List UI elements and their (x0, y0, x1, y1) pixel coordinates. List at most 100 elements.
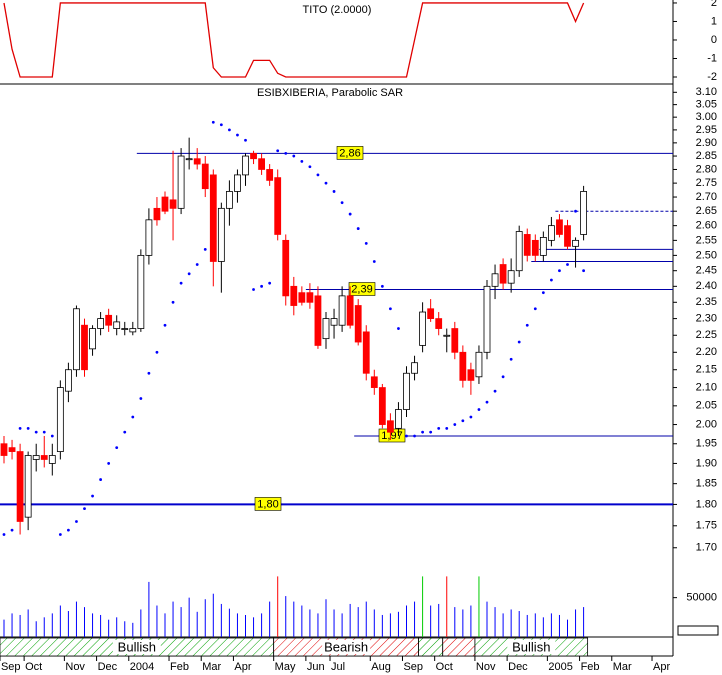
sar-dot (99, 478, 102, 481)
sar-dot (364, 241, 368, 245)
x-tick-label: 2004 (130, 661, 154, 673)
candle-body (242, 155, 249, 176)
x-tick-label: Mar (613, 661, 632, 673)
y-tick-label: 2.70 (696, 191, 717, 203)
indicator-title: TITO (2.0000) (303, 4, 372, 16)
sar-dot (155, 350, 159, 354)
x-tick-label: Nov (476, 661, 496, 673)
x-tick-label: Apr (653, 661, 670, 673)
candle-body (539, 237, 547, 256)
y-tick-label: 3.00 (696, 111, 717, 123)
level-label-bg (336, 146, 364, 160)
candle-body (161, 196, 169, 212)
sar-dot (171, 300, 175, 304)
sar-dot (219, 123, 223, 127)
candle-body (435, 318, 443, 329)
candle-body (531, 239, 539, 256)
candle-body (572, 239, 579, 247)
y-tick-label: 1.95 (696, 438, 717, 450)
sar-dot (324, 181, 328, 185)
y-tick-label: 3.05 (696, 99, 717, 111)
candle-body (65, 369, 72, 392)
sar-dot (493, 389, 497, 393)
candle-body (217, 207, 225, 262)
y-tick-label: -2 (707, 71, 717, 83)
y-tick-label: 2.55 (696, 234, 717, 246)
candle-body (56, 387, 64, 452)
x-tick-label: Feb (581, 661, 600, 673)
band-label-bg (322, 640, 371, 654)
sar-dot (292, 154, 296, 158)
sar-dot (485, 400, 489, 404)
x-tick-label: May (275, 661, 296, 673)
candle-body (403, 372, 410, 410)
candle-body (419, 311, 427, 346)
sar-dot (453, 423, 457, 426)
y-tick-label: 2.35 (696, 296, 717, 308)
x-tick-label: Oct (436, 661, 453, 673)
y-tick-label: 1 (711, 15, 717, 27)
sar-dot (179, 281, 183, 285)
x-tick-label: Mar (202, 661, 221, 673)
sar-dot (477, 408, 481, 411)
sar-dot (550, 278, 553, 282)
sar-dot (445, 426, 449, 430)
sar-dot (356, 227, 360, 230)
sar-dot (332, 190, 336, 193)
sar-dot (252, 288, 255, 291)
sar-dot (276, 149, 280, 153)
sar-dot (139, 397, 143, 400)
candle-body (40, 455, 48, 460)
candle-body (113, 321, 121, 329)
sar-dot (42, 430, 46, 434)
sar-dot (574, 209, 577, 213)
y-tick-label: 1.75 (696, 520, 717, 532)
candle-body (129, 328, 137, 333)
y-tick-label: 1.80 (696, 498, 717, 510)
sar-dot (372, 260, 376, 263)
y-tick-label: 2.05 (696, 400, 717, 412)
candle-body (209, 174, 217, 262)
candle-body (8, 447, 16, 452)
sar-dot (284, 151, 288, 155)
sar-dot (437, 426, 441, 430)
sar-dot (244, 138, 247, 142)
y-tick-label: 1.70 (696, 542, 717, 554)
y-tick-label: 2.50 (696, 249, 717, 261)
level-label: 1,97 (381, 430, 402, 442)
sar-dot (50, 434, 54, 438)
sar-dot (163, 323, 167, 327)
candle-body (73, 308, 80, 371)
candle-body (370, 376, 378, 388)
sar-dot (397, 327, 400, 330)
indicator-line (3, 2, 585, 78)
level-label: 2,86 (339, 147, 360, 159)
scroll-icon[interactable] (677, 625, 719, 636)
candle-body (48, 455, 56, 464)
candle-body (580, 191, 587, 235)
y-tick-label: 2.85 (696, 150, 717, 162)
band-label-bg (112, 640, 161, 654)
x-tick-label: Apr (234, 661, 251, 673)
candle-body (475, 351, 483, 378)
level-label-bg (254, 497, 282, 511)
candle-body (330, 318, 338, 326)
sar-dot (107, 462, 111, 465)
candle-body (193, 158, 201, 165)
y-tick-label: 2.65 (696, 205, 717, 217)
sar-dot (469, 415, 473, 419)
candle-body (282, 239, 290, 297)
candle-body (378, 387, 386, 425)
sar-dot (501, 375, 505, 379)
candle-body (427, 308, 435, 319)
candle-body (290, 285, 298, 306)
y-tick-label: -1 (707, 52, 717, 64)
x-tick-label: Dec (98, 661, 118, 673)
candle-body (515, 231, 523, 272)
sentiment-band (418, 637, 444, 657)
sar-dot (541, 291, 545, 295)
candle-body (258, 158, 266, 170)
candle-body (322, 318, 330, 340)
y-tick-label: 2.75 (696, 177, 717, 189)
sar-dot (268, 281, 272, 285)
